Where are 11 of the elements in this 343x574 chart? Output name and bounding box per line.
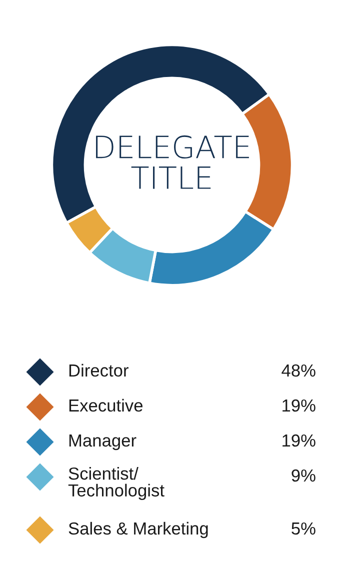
legend-label: Manager — [69, 434, 136, 450]
data-label: 5% — [292, 522, 316, 535]
legend-label: Scientist/ Technologist — [68, 467, 164, 500]
legend-label: Sales & Marketing — [68, 522, 208, 538]
data-label: 19% — [282, 399, 316, 412]
text: DELEGATE TITLE — [96, 135, 249, 189]
data-label: 9% — [292, 469, 316, 482]
data-label: 19% — [282, 434, 316, 447]
legend-label: Director — [69, 364, 128, 377]
legend-label: Executive — [69, 398, 142, 412]
data-label: 48% — [282, 364, 316, 377]
